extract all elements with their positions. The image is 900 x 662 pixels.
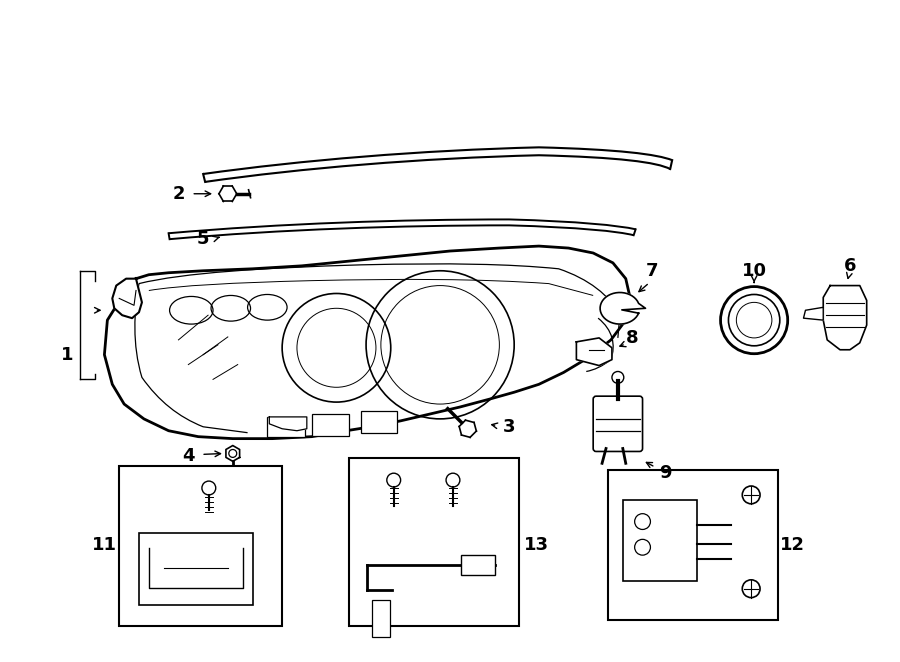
- Text: 3: 3: [503, 418, 516, 436]
- Polygon shape: [824, 285, 867, 350]
- Text: 13: 13: [525, 536, 549, 554]
- Bar: [461, 555, 495, 575]
- Polygon shape: [269, 417, 307, 431]
- Bar: [361, 411, 397, 433]
- Bar: [623, 500, 697, 581]
- Bar: [372, 600, 390, 637]
- Bar: [311, 414, 349, 436]
- Text: 6: 6: [843, 257, 856, 275]
- Bar: [608, 470, 778, 620]
- Bar: [349, 458, 519, 626]
- Polygon shape: [600, 293, 645, 324]
- Circle shape: [742, 486, 760, 504]
- Text: 11: 11: [92, 536, 117, 554]
- FancyBboxPatch shape: [593, 396, 643, 451]
- Text: 2: 2: [172, 185, 184, 203]
- Circle shape: [742, 580, 760, 598]
- Text: 5: 5: [197, 230, 210, 248]
- Bar: [139, 534, 253, 604]
- Text: 4: 4: [182, 448, 194, 465]
- Text: 12: 12: [780, 536, 806, 554]
- Polygon shape: [576, 338, 612, 365]
- Polygon shape: [226, 446, 239, 461]
- Text: 8: 8: [626, 329, 639, 347]
- Text: 1: 1: [60, 346, 73, 363]
- Polygon shape: [104, 246, 631, 439]
- Polygon shape: [804, 307, 824, 320]
- Text: 10: 10: [742, 261, 767, 280]
- Polygon shape: [203, 148, 672, 182]
- Bar: [119, 466, 282, 626]
- Polygon shape: [112, 279, 142, 318]
- Text: 9: 9: [659, 464, 671, 482]
- Bar: [267, 417, 305, 437]
- Polygon shape: [168, 219, 635, 239]
- Text: 7: 7: [646, 261, 659, 280]
